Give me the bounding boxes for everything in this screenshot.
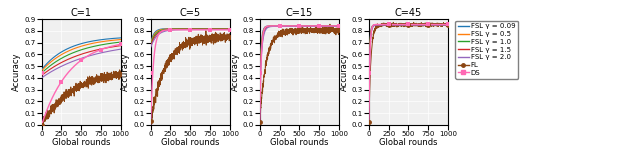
X-axis label: Global rounds: Global rounds (52, 138, 110, 147)
Y-axis label: Accuracy: Accuracy (340, 53, 349, 91)
X-axis label: Global rounds: Global rounds (161, 138, 220, 147)
Title: C=1: C=1 (70, 8, 92, 18)
X-axis label: Global rounds: Global rounds (270, 138, 328, 147)
Legend: FSL γ = 0.09, FSL γ = 0.5, FSL γ = 1.0, FSL γ = 1.5, FSL γ = 2.0, FL, DS: FSL γ = 0.09, FSL γ = 0.5, FSL γ = 1.0, … (456, 21, 518, 79)
Title: C=45: C=45 (395, 8, 422, 18)
Title: C=15: C=15 (285, 8, 313, 18)
X-axis label: Global rounds: Global rounds (380, 138, 438, 147)
Title: C=5: C=5 (180, 8, 201, 18)
Y-axis label: Accuracy: Accuracy (230, 53, 239, 91)
Y-axis label: Accuracy: Accuracy (12, 53, 21, 91)
Y-axis label: Accuracy: Accuracy (122, 53, 131, 91)
